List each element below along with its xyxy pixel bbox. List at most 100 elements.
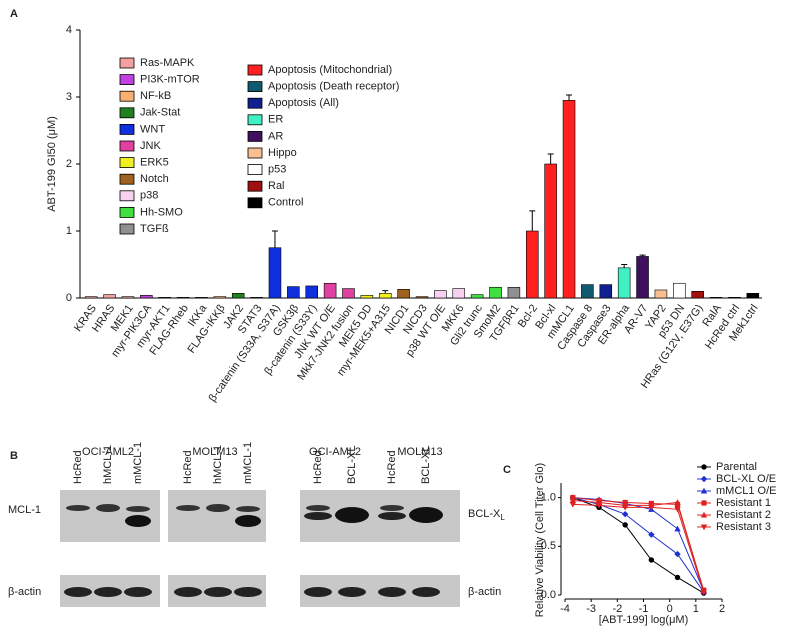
legend-label: Resistant 2 bbox=[716, 509, 771, 521]
bar bbox=[360, 295, 374, 299]
legend-label: p38 bbox=[140, 190, 158, 202]
legend-label: PI3K-mTOR bbox=[140, 74, 200, 86]
legend-label: Control bbox=[268, 197, 303, 209]
cell-line-label: OCI-AML2 bbox=[309, 446, 361, 458]
legend-swatch bbox=[119, 140, 135, 152]
band bbox=[335, 507, 369, 523]
bar bbox=[452, 288, 466, 299]
row-label-sub: L bbox=[500, 513, 505, 522]
band bbox=[126, 506, 150, 512]
x-tick-label: -1 bbox=[639, 603, 649, 615]
bar bbox=[434, 290, 447, 299]
legend-label: Apoptosis (Death receptor) bbox=[268, 81, 399, 93]
bar bbox=[176, 297, 190, 299]
bar bbox=[728, 297, 741, 299]
series-line bbox=[572, 503, 705, 593]
lane-label: mMCL-1 bbox=[242, 442, 254, 484]
row-label-main: BCL-X bbox=[468, 508, 501, 520]
band bbox=[206, 504, 230, 512]
legend-swatch bbox=[247, 197, 263, 209]
error-bar bbox=[271, 230, 278, 248]
legend-swatch bbox=[247, 64, 263, 76]
band bbox=[378, 512, 406, 520]
band bbox=[176, 505, 200, 511]
y-tick-label: 1 bbox=[66, 225, 72, 237]
y-tick-label: 2 bbox=[66, 158, 72, 170]
row-label: β-actin bbox=[468, 586, 501, 598]
band bbox=[94, 587, 122, 597]
point bbox=[674, 525, 681, 532]
series-line bbox=[572, 497, 705, 592]
band bbox=[64, 587, 92, 597]
legend-label: Resistant 3 bbox=[716, 521, 771, 533]
y-tick-label: 1.0 bbox=[541, 492, 556, 504]
legend-swatch bbox=[247, 147, 263, 159]
legend-swatch bbox=[119, 74, 135, 85]
point bbox=[700, 487, 708, 494]
legend-label: NF-kB bbox=[140, 90, 171, 102]
legend-swatch bbox=[119, 107, 135, 119]
band bbox=[304, 512, 332, 520]
point bbox=[700, 475, 708, 483]
legend-label: JNK bbox=[140, 140, 161, 152]
point bbox=[700, 589, 707, 596]
legend-swatch bbox=[247, 164, 263, 176]
bar bbox=[342, 288, 355, 299]
legend-swatch bbox=[247, 114, 263, 126]
point bbox=[648, 504, 655, 511]
lane-label: mMCL-1 bbox=[132, 442, 144, 484]
point bbox=[674, 506, 681, 513]
bar bbox=[746, 293, 760, 299]
point bbox=[595, 502, 603, 509]
error-bar bbox=[621, 264, 628, 268]
legend-swatch bbox=[247, 81, 263, 92]
legend-swatch bbox=[119, 206, 135, 218]
bar bbox=[213, 296, 227, 299]
bar bbox=[525, 230, 539, 299]
point bbox=[674, 574, 681, 581]
bar bbox=[287, 286, 300, 299]
lane-label: HcRed bbox=[72, 450, 84, 484]
band bbox=[204, 587, 232, 597]
bar bbox=[305, 285, 319, 299]
bar bbox=[617, 267, 631, 299]
bar bbox=[121, 296, 135, 299]
lane-label: HcRed bbox=[312, 450, 324, 484]
point bbox=[621, 510, 629, 518]
legend-swatch bbox=[119, 157, 135, 169]
bar bbox=[195, 297, 208, 299]
error-bar bbox=[566, 94, 573, 101]
error-bar bbox=[382, 290, 389, 294]
series-line bbox=[572, 497, 705, 593]
band bbox=[304, 587, 332, 597]
legend-label: ER bbox=[268, 114, 283, 126]
legend-swatch bbox=[119, 190, 135, 202]
band bbox=[66, 505, 90, 511]
legend-label: mMCL1 O/E bbox=[716, 485, 777, 497]
legend-label: Resistant 1 bbox=[716, 497, 771, 509]
band bbox=[378, 587, 406, 597]
lane-label: hMCL-1 bbox=[212, 445, 224, 484]
legend-label: Jak-Stat bbox=[140, 107, 180, 119]
legend-label: Apoptosis (Mitochondrial) bbox=[268, 64, 392, 76]
point bbox=[674, 499, 681, 506]
cell-line-label: OCI-AML2 bbox=[82, 446, 134, 458]
y-axis-label: Relative Viability (Cell Titer Glo) bbox=[534, 463, 546, 617]
bar bbox=[544, 163, 557, 299]
band bbox=[235, 515, 261, 527]
y-tick-label: 4 bbox=[66, 24, 72, 36]
bar bbox=[489, 286, 502, 299]
x-tick-label: -2 bbox=[612, 603, 622, 615]
y-tick-label: 3 bbox=[66, 91, 72, 103]
point bbox=[621, 504, 629, 511]
bar bbox=[691, 290, 704, 299]
x-axis-label: [ABT-199] log(μM) bbox=[599, 614, 688, 626]
row-label: β-actin bbox=[8, 586, 41, 598]
x-tick-label: -4 bbox=[560, 603, 570, 615]
lane-label: HcRed bbox=[182, 450, 194, 484]
point bbox=[648, 531, 655, 538]
panel-label: B bbox=[10, 450, 18, 462]
y-tick-label: 0 bbox=[66, 292, 72, 304]
band bbox=[236, 506, 260, 512]
legend-label: AR bbox=[268, 130, 283, 142]
